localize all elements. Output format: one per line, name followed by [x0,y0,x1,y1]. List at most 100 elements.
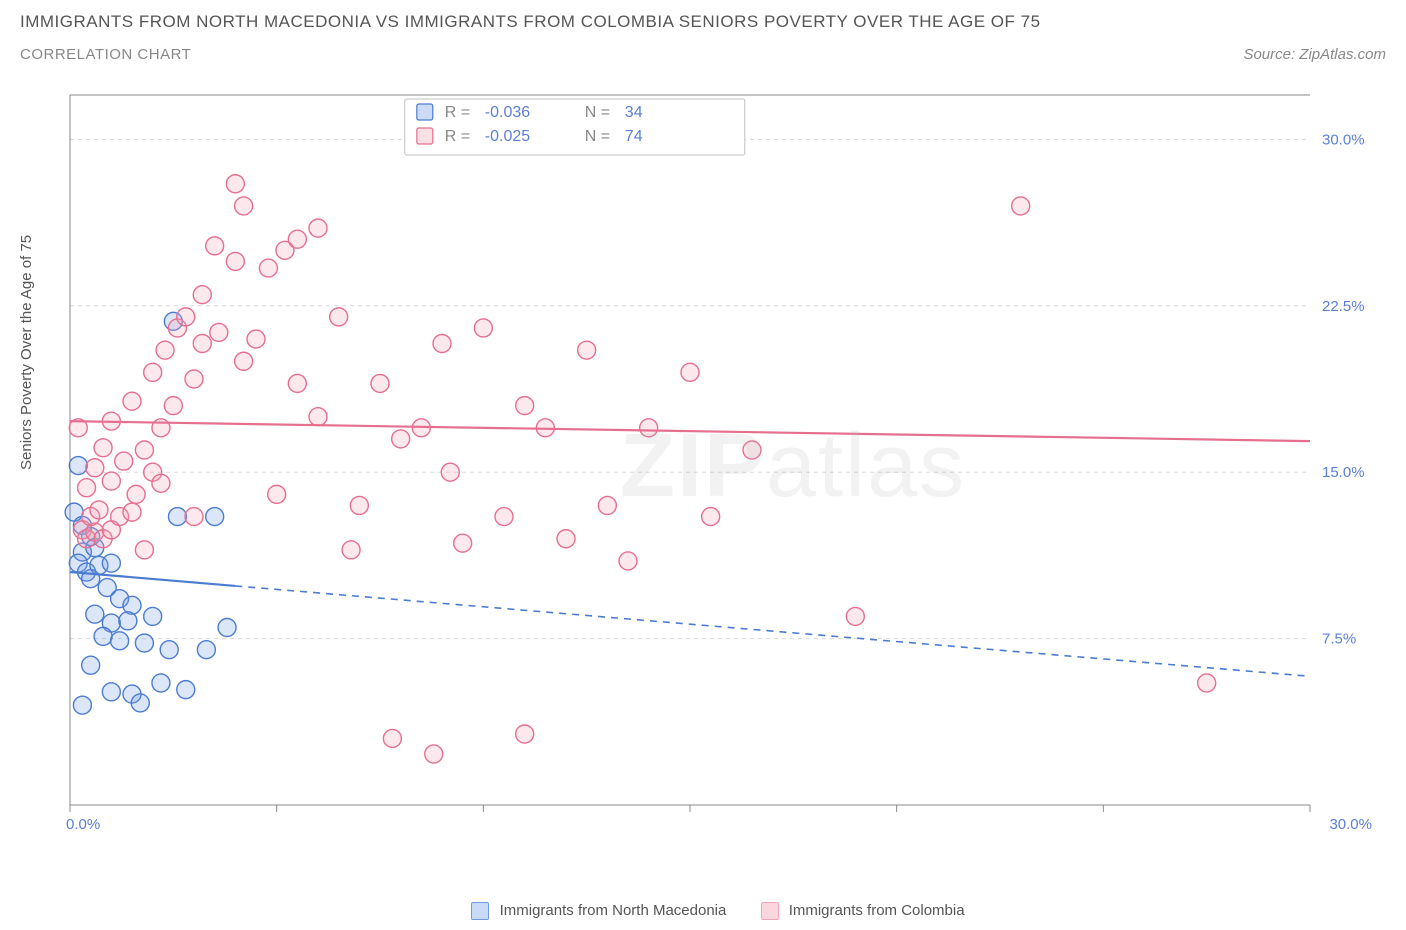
data-point [474,319,492,337]
data-point [226,252,244,270]
stats-n-value: 74 [625,128,643,145]
data-point [193,286,211,304]
data-point [640,419,658,437]
data-point [516,725,534,743]
data-point [383,729,401,747]
data-point [516,397,534,415]
data-point [69,457,87,475]
data-point [90,501,108,519]
data-point [619,552,637,570]
data-point [197,641,215,659]
data-point [288,374,306,392]
data-point [156,341,174,359]
data-point [681,363,699,381]
y-tick-label: 30.0% [1322,131,1365,148]
trend-line-dashed [235,586,1310,676]
y-tick-label: 7.5% [1322,631,1356,648]
data-point [160,641,178,659]
x-origin-label: 0.0% [66,816,100,833]
stats-swatch [417,104,433,120]
data-point [309,408,327,426]
legend-swatch-colombia [761,902,779,920]
y-tick-label: 22.5% [1322,298,1365,315]
data-point [135,541,153,559]
data-point [309,219,327,237]
data-point [235,352,253,370]
data-point [123,503,141,521]
data-point [185,370,203,388]
x-max-label: 30.0% [1329,816,1372,833]
stats-r-label: R = [445,104,470,121]
data-point [210,323,228,341]
data-point [226,175,244,193]
data-point [846,607,864,625]
data-point [350,496,368,514]
y-tick-label: 15.0% [1322,464,1365,481]
data-point [131,694,149,712]
source-label: Source: ZipAtlas.com [1243,46,1386,63]
data-point [330,308,348,326]
data-point [73,696,91,714]
data-point [152,474,170,492]
stats-r-label: R = [445,128,470,145]
data-point [94,627,112,645]
bottom-legend: Immigrants from North Macedonia Immigran… [0,902,1406,920]
data-point [168,508,186,526]
data-point [111,632,129,650]
data-point [119,612,137,630]
data-point [135,441,153,459]
chart-area: 7.5% 15.0% 22.5% 30.0% 0.0% 30.0% R = -0.036 N =… [60,85,1380,845]
data-point [218,619,236,637]
data-point [94,439,112,457]
page-title: IMMIGRANTS FROM NORTH MACEDONIA VS IMMIG… [20,12,1041,32]
data-point [86,605,104,623]
data-point [454,534,472,552]
stats-n-value: 34 [625,104,643,121]
data-point [425,745,443,763]
data-point [441,463,459,481]
data-point [102,472,120,490]
data-point [123,392,141,410]
data-point [206,237,224,255]
data-point [152,674,170,692]
data-point [342,541,360,559]
trend-line [70,421,1310,441]
data-point [144,607,162,625]
data-point [598,496,616,514]
stats-n-label: N = [585,104,610,121]
data-point [115,452,133,470]
data-point [371,374,389,392]
y-axis-label: Seniors Poverty Over the Age of 75 [18,235,35,470]
data-point [177,308,195,326]
data-point [102,683,120,701]
data-point [144,363,162,381]
stats-r-value: -0.036 [485,104,530,121]
data-point [702,508,720,526]
data-point [743,441,761,459]
stats-n-label: N = [585,128,610,145]
data-point [206,508,224,526]
page-subtitle: CORRELATION CHART [20,46,191,63]
data-point [288,230,306,248]
data-point [177,681,195,699]
data-point [433,335,451,353]
data-point [259,259,277,277]
data-point [193,335,211,353]
data-point [495,508,513,526]
legend-label-macedonia: Immigrants from North Macedonia [500,902,727,919]
data-point [127,485,145,503]
data-point [164,397,182,415]
data-point [578,341,596,359]
data-point [86,459,104,477]
stats-swatch [417,128,433,144]
data-point [82,656,100,674]
data-point [185,508,203,526]
stats-r-value: -0.025 [485,128,530,145]
data-point [102,554,120,572]
legend-swatch-macedonia [471,902,489,920]
data-point [1012,197,1030,215]
legend-label-colombia: Immigrants from Colombia [789,902,965,919]
data-point [235,197,253,215]
data-point [268,485,286,503]
data-point [392,430,410,448]
